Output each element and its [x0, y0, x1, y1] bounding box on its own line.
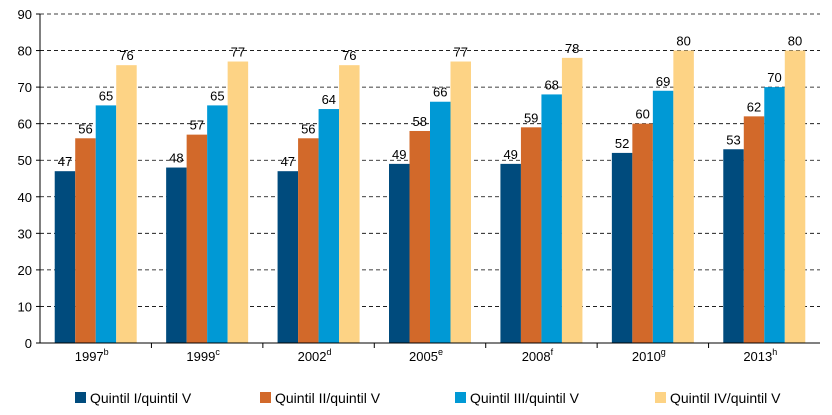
value-label: 77: [231, 45, 245, 60]
category: 2010: [632, 349, 661, 364]
bar: [450, 61, 471, 344]
legend-swatch: [75, 392, 86, 403]
value-label: 65: [99, 88, 113, 103]
bar: [520, 127, 542, 343]
bar: [186, 134, 208, 343]
x-tick-label: 2013h: [743, 347, 777, 364]
legend-label: Quintil IV/quintil V: [670, 390, 781, 406]
category-note: g: [661, 347, 666, 357]
legend-label: Quintil II/quintil V: [275, 390, 381, 406]
category: 2002: [298, 349, 327, 364]
bar: [54, 171, 76, 343]
bar: [561, 57, 583, 343]
value-label: 59: [524, 110, 538, 125]
bar: [277, 171, 299, 343]
value-label: 65: [210, 88, 224, 103]
y-tick-label: 60: [18, 117, 32, 132]
value-label: 66: [433, 85, 447, 100]
category-note: e: [438, 347, 443, 357]
category-note: d: [327, 347, 332, 357]
value-label: 56: [301, 121, 315, 136]
category-note: f: [551, 347, 554, 357]
y-tick-label: 30: [18, 226, 32, 241]
legend-label: Quintil I/quintil V: [90, 390, 192, 406]
value-label: 62: [747, 99, 761, 114]
value-label: 64: [322, 92, 336, 107]
x-tick-label: 2010g: [632, 347, 666, 364]
value-label: 49: [503, 147, 517, 162]
bar: [743, 116, 765, 343]
y-tick-label: 10: [18, 299, 32, 314]
value-label: 70: [767, 70, 781, 85]
bar: [116, 65, 137, 343]
value-label: 76: [342, 48, 356, 63]
value-label: 49: [392, 147, 406, 162]
bar: [652, 90, 674, 344]
y-tick-label: 0: [25, 336, 32, 351]
value-label: 68: [544, 77, 558, 92]
bar: [166, 167, 187, 343]
value-label: 52: [615, 136, 629, 151]
category: 2008: [522, 349, 551, 364]
bar: [75, 138, 96, 343]
bar: [673, 50, 694, 344]
category: 1997: [75, 349, 104, 364]
category-note: c: [215, 347, 220, 357]
value-label: 60: [635, 107, 649, 122]
bar: [784, 50, 806, 344]
value-label: 76: [119, 48, 133, 63]
category-note: h: [772, 347, 777, 357]
bar: [541, 94, 562, 343]
value-label: 47: [58, 154, 72, 169]
legend-label: Quintil III/quintil V: [470, 390, 580, 406]
bar: [298, 138, 319, 343]
value-label: 80: [676, 34, 690, 49]
bar: [207, 105, 228, 343]
x-tick-label: 2005e: [409, 347, 443, 364]
value-label: 56: [78, 121, 92, 136]
category: 1999: [186, 349, 215, 364]
value-label: 69: [656, 74, 670, 89]
bar: [764, 87, 785, 343]
bar: [389, 163, 410, 343]
bar: [227, 61, 249, 344]
x-tick-label: 2008f: [522, 347, 554, 364]
y-tick-label: 70: [18, 80, 32, 95]
x-tick-label: 1999c: [186, 347, 220, 364]
bar: [611, 152, 633, 343]
x-tick-label: 1997b: [75, 347, 109, 364]
y-tick-label: 90: [18, 7, 32, 22]
y-tick-label: 50: [18, 153, 32, 168]
bar: [409, 130, 430, 343]
legend-swatch: [260, 392, 271, 403]
value-label: 47: [281, 154, 295, 169]
legend-swatch: [455, 392, 466, 403]
bar: [632, 123, 653, 344]
category-note: b: [104, 347, 109, 357]
y-tick-label: 80: [18, 44, 32, 59]
value-label: 58: [413, 114, 427, 129]
category: 2005: [409, 349, 438, 364]
bar: [318, 109, 340, 344]
value-label: 77: [454, 45, 468, 60]
y-tick-label: 20: [18, 263, 32, 278]
category: 2013: [743, 349, 772, 364]
bar: [95, 105, 117, 343]
bar: [339, 65, 360, 343]
value-label: 78: [565, 41, 579, 56]
value-label: 80: [788, 34, 802, 49]
value-label: 48: [169, 151, 183, 166]
value-label: 57: [190, 118, 204, 133]
bar: [500, 163, 521, 343]
bar: [430, 101, 451, 343]
x-tick-label: 2002d: [298, 347, 332, 364]
value-label: 53: [726, 132, 740, 147]
bar: [723, 149, 744, 343]
legend-swatch: [655, 392, 666, 403]
y-tick-label: 40: [18, 190, 32, 205]
